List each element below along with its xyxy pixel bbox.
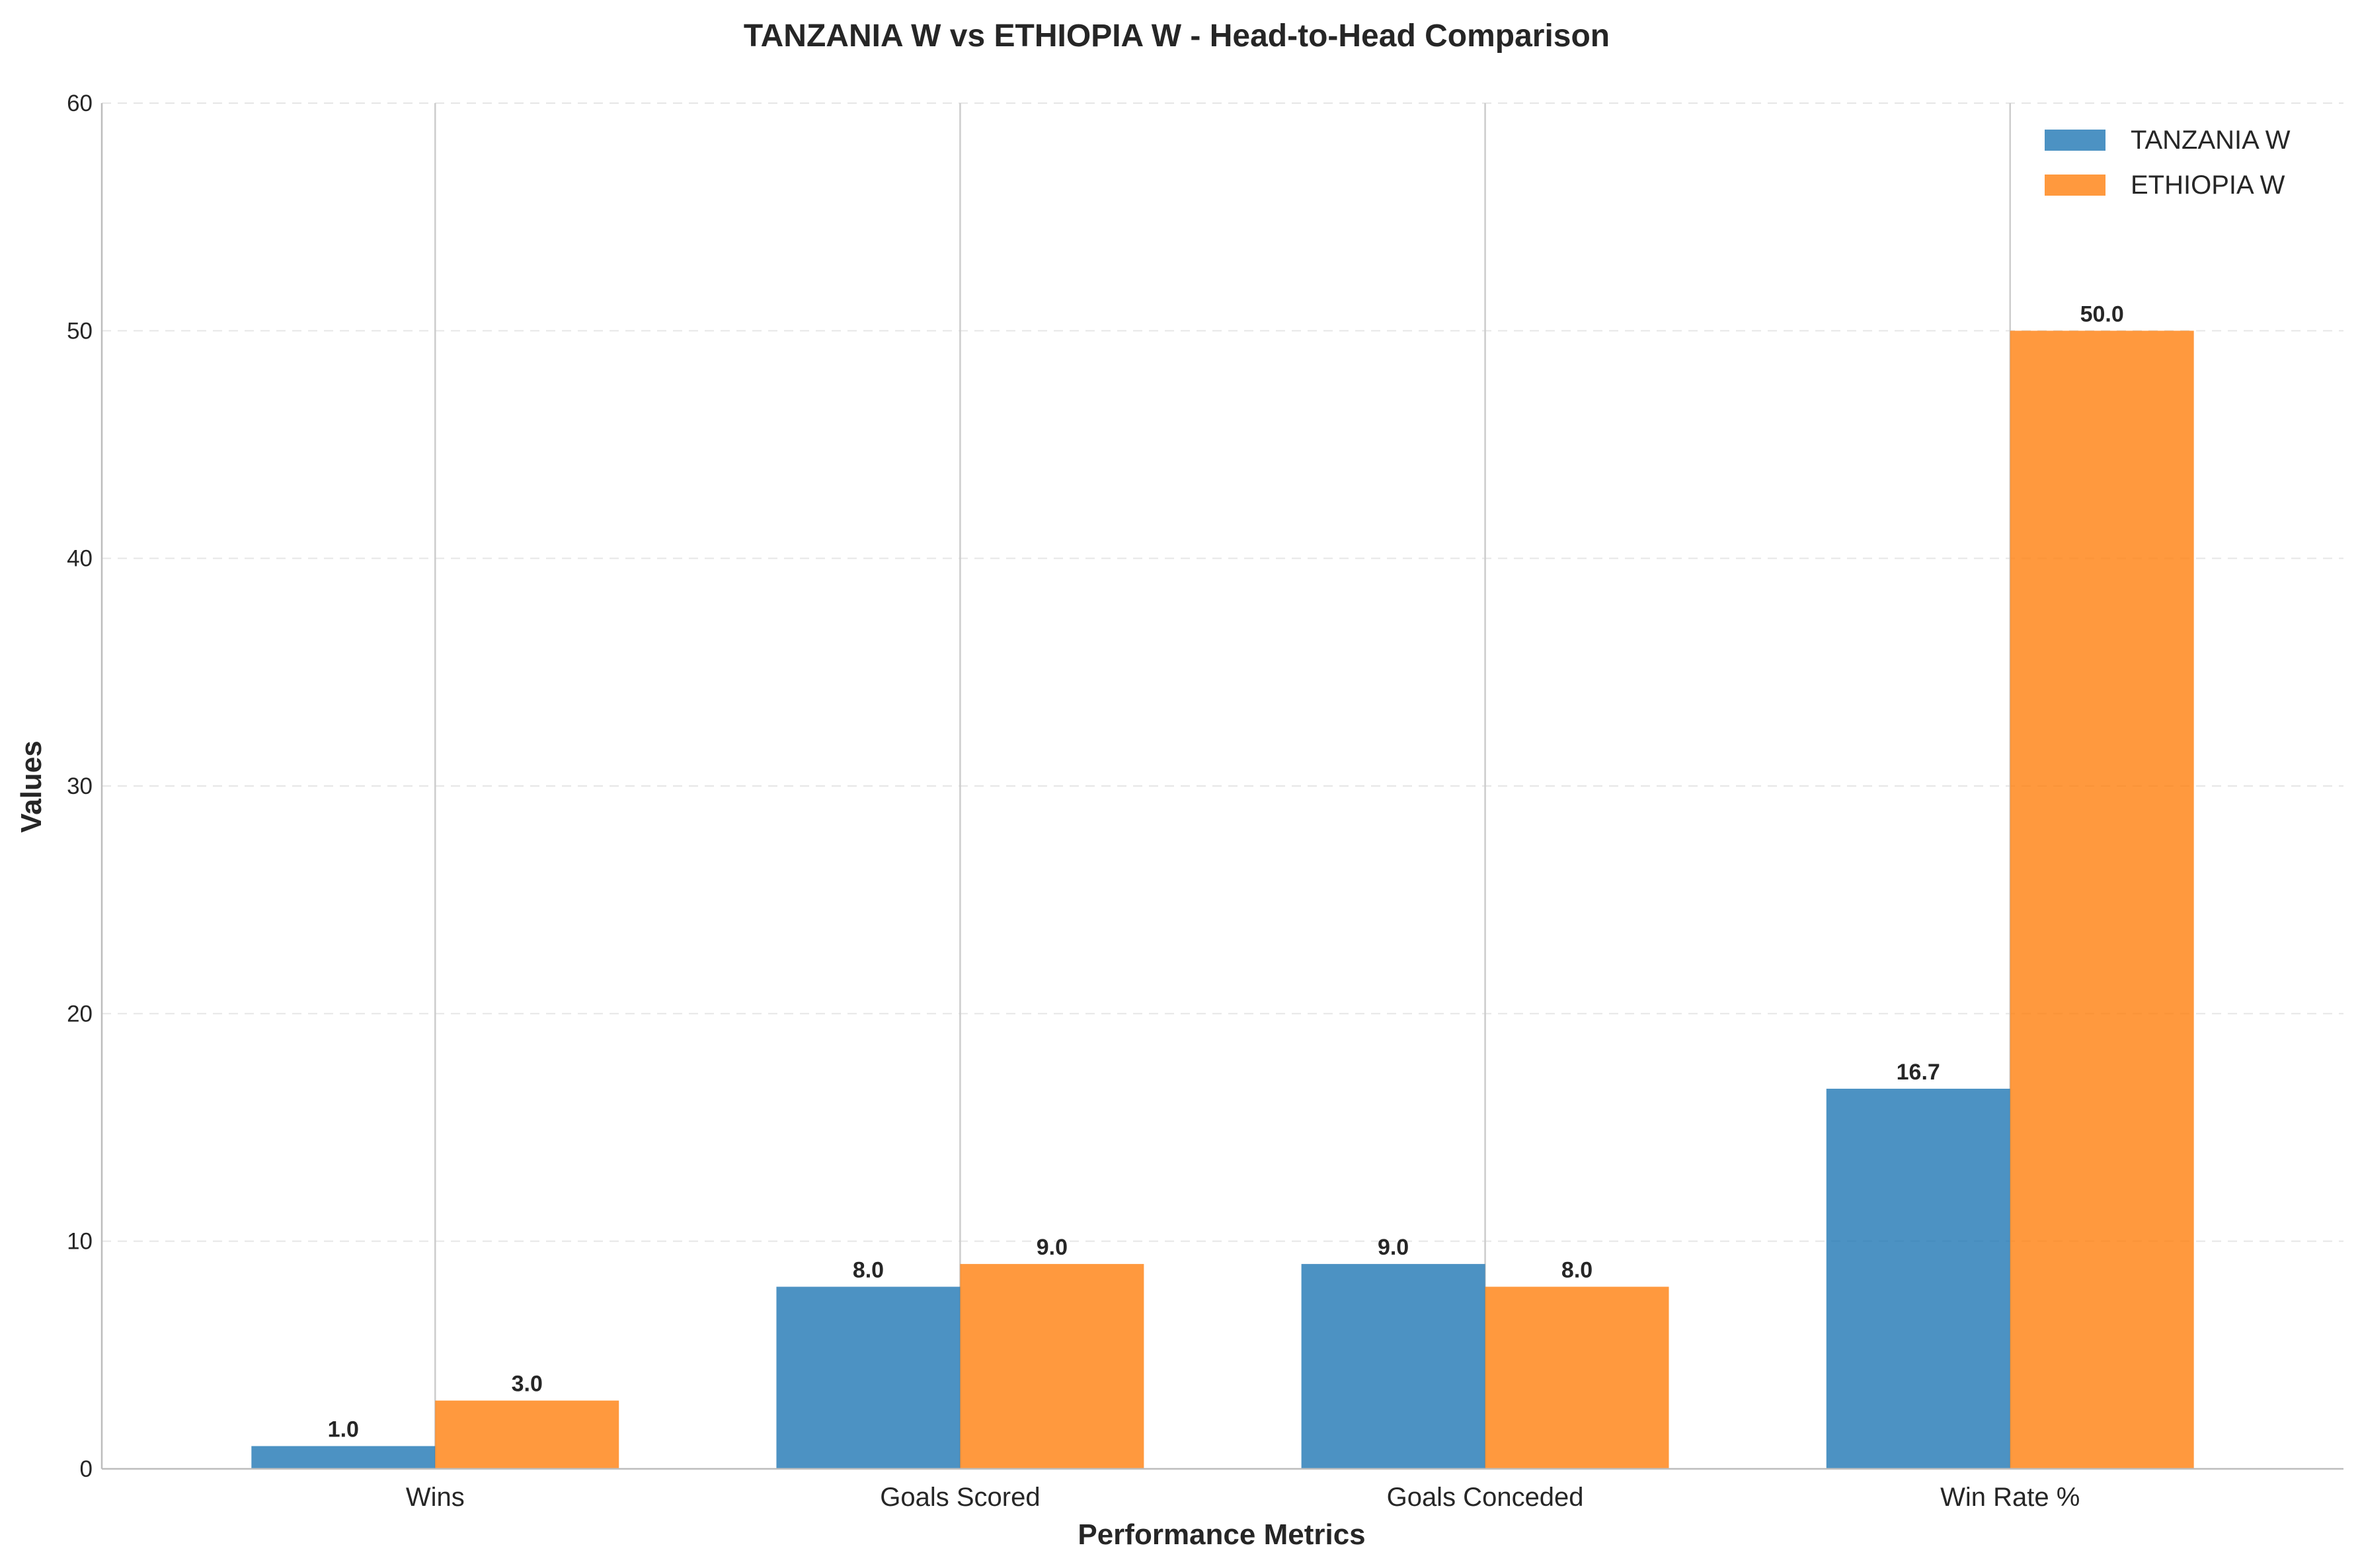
bar-ethiopia-3 — [2010, 331, 2194, 1469]
value-labels: 1.0 8.0 9.0 16.7 3.0 9.0 8.0 50.0 — [328, 301, 2124, 1442]
legend-swatch — [2045, 175, 2105, 196]
value-label: 1.0 — [328, 1417, 359, 1442]
value-label: 8.0 — [1561, 1258, 1593, 1283]
chart-title: TANZANIA W vs ETHIOPIA W - Head-to-Head … — [744, 19, 1610, 54]
x-category-label: Win Rate % — [1940, 1483, 2080, 1512]
legend: TANZANIA W ETHIOPIA W — [2045, 126, 2291, 200]
bar-ethiopia-0 — [435, 1400, 619, 1469]
value-label: 9.0 — [1378, 1235, 1409, 1260]
bar-tanzania-2 — [1301, 1264, 1485, 1469]
value-label: 50.0 — [2080, 301, 2124, 327]
x-axis-label: Performance Metrics — [1078, 1518, 1365, 1551]
y-axis-label: Values — [15, 740, 48, 832]
bar-ethiopia-1 — [960, 1264, 1144, 1469]
legend-label: TANZANIA W — [2131, 126, 2291, 155]
x-category-label: Wins — [406, 1483, 465, 1512]
y-tick-label: 20 — [67, 1001, 93, 1027]
value-label: 8.0 — [853, 1258, 884, 1283]
bar-tanzania-0 — [251, 1446, 436, 1469]
legend-swatch — [2045, 130, 2105, 151]
axes — [100, 103, 2343, 1470]
x-category-labels: Wins Goals Scored Goals Conceded Win Rate % — [406, 1483, 2080, 1512]
y-tick-label: 50 — [67, 318, 93, 344]
x-category-label: Goals Scored — [880, 1483, 1040, 1512]
bar-tanzania-3 — [1826, 1088, 2010, 1469]
bar-tanzania-1 — [776, 1286, 961, 1469]
value-label: 16.7 — [1897, 1060, 1940, 1085]
y-tick-label: 40 — [67, 546, 93, 572]
x-category-label: Goals Conceded — [1387, 1483, 1584, 1512]
y-tick-label: 60 — [67, 91, 93, 116]
bars — [251, 331, 2194, 1469]
value-label: 9.0 — [1037, 1235, 1068, 1260]
y-tick-label: 30 — [67, 773, 93, 799]
bar-ethiopia-2 — [1485, 1286, 1669, 1469]
y-tick-label: 10 — [67, 1229, 93, 1255]
legend-label: ETHIOPIA W — [2131, 171, 2285, 200]
y-tick-labels: 0 10 20 30 40 50 60 — [67, 91, 93, 1482]
y-tick-label: 0 — [80, 1456, 93, 1482]
value-label: 3.0 — [512, 1372, 543, 1397]
